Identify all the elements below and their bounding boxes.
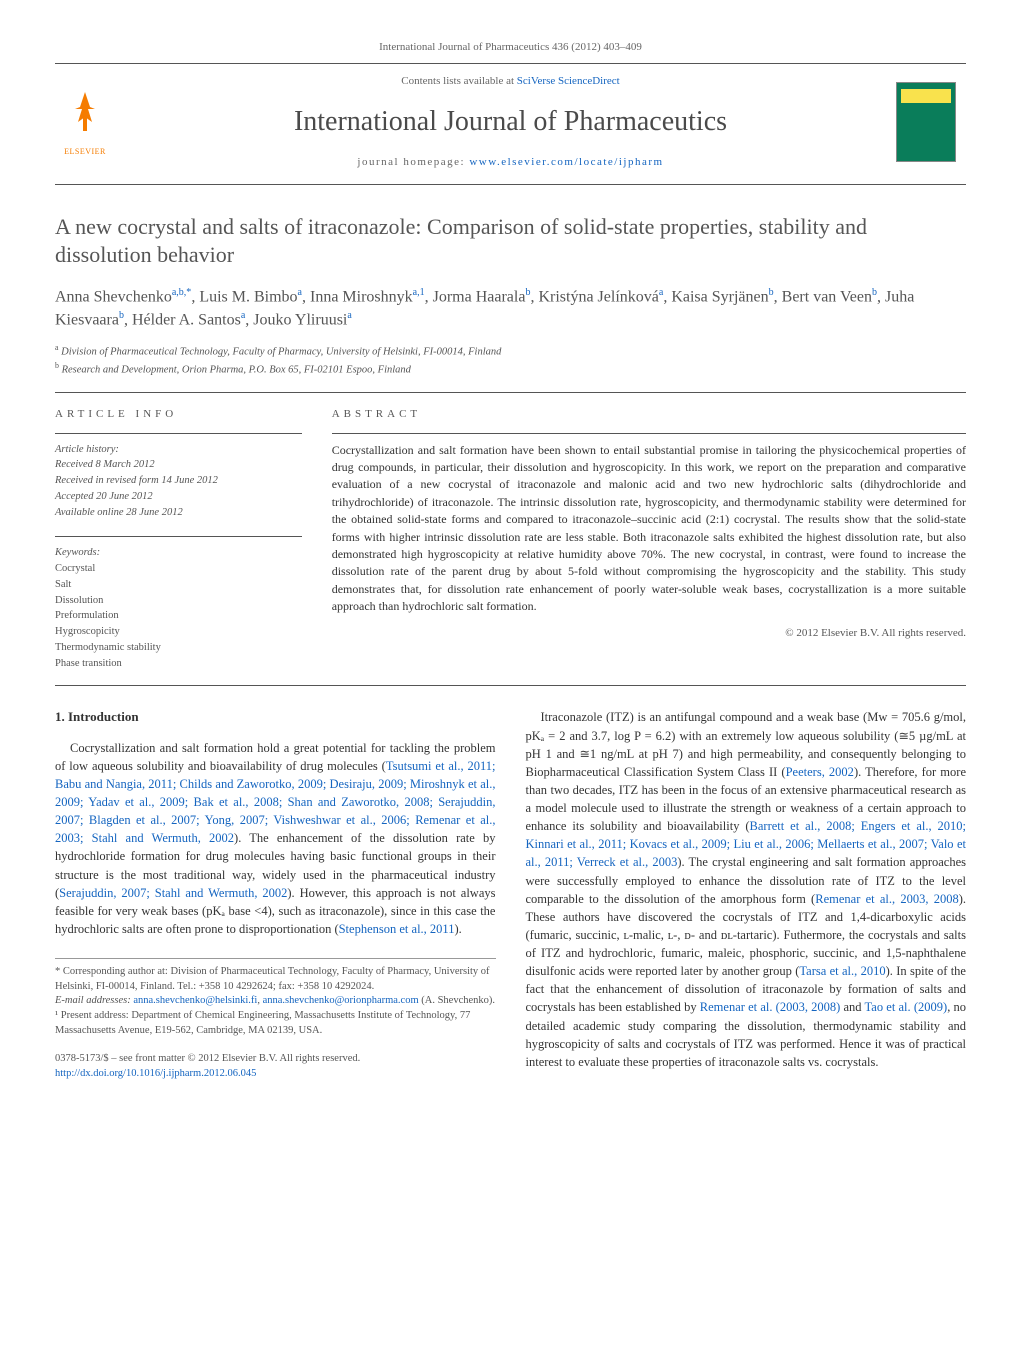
citation-link[interactable]: Stephenson et al., 2011 [339, 922, 455, 936]
history-accepted: Accepted 20 June 2012 [55, 489, 302, 505]
article-title: A new cocrystal and salts of itraconazol… [55, 213, 966, 268]
keyword: Dissolution [55, 593, 302, 609]
left-column: 1. Introduction Cocrystallization and sa… [55, 708, 496, 1081]
para-text: and [840, 1000, 864, 1014]
keywords-header: Keywords: [55, 545, 302, 561]
abstract-column: ABSTRACT Cocrystallization and salt form… [332, 407, 966, 671]
affiliation-a: a Division of Pharmaceutical Technology,… [55, 342, 966, 360]
section-heading-introduction: 1. Introduction [55, 708, 496, 726]
citation-link[interactable]: Remenar et al., 2003, 2008 [815, 892, 958, 906]
doi-link[interactable]: http://dx.doi.org/10.1016/j.ijpharm.2012… [55, 1068, 256, 1079]
info-abstract-row: ARTICLE INFO Article history: Received 8… [55, 407, 966, 671]
divider [55, 685, 966, 686]
journal-cover-thumbnail [896, 82, 956, 162]
email-line: E-mail addresses: anna.shevchenko@helsin… [55, 994, 496, 1009]
affiliation-b: b Research and Development, Orion Pharma… [55, 360, 966, 378]
journal-homepage-link[interactable]: www.elsevier.com/locate/ijpharm [469, 156, 663, 168]
sciencedirect-link[interactable]: SciVerse ScienceDirect [517, 75, 620, 87]
front-matter-line: 0378-5173/$ – see front matter © 2012 El… [55, 1052, 496, 1067]
keywords-block: Keywords: Cocrystal Salt Dissolution Pre… [55, 545, 302, 671]
contents-lists-line: Contents lists available at SciVerse Sci… [125, 74, 896, 89]
history-online: Available online 28 June 2012 [55, 505, 302, 521]
intro-paragraph-2: Itraconazole (ITZ) is an antifungal comp… [526, 708, 967, 1071]
journal-banner: ELSEVIER Contents lists available at Sci… [55, 64, 966, 185]
body-columns: 1. Introduction Cocrystallization and sa… [55, 708, 966, 1081]
history-header: Article history: [55, 442, 302, 458]
right-column: Itraconazole (ITZ) is an antifungal comp… [526, 708, 967, 1081]
email-tail: (A. Shevchenko). [419, 995, 495, 1006]
keyword: Thermodynamic stability [55, 640, 302, 656]
elsevier-tree-icon [60, 87, 110, 144]
keyword: Salt [55, 577, 302, 593]
abstract-copyright: © 2012 Elsevier B.V. All rights reserved… [332, 626, 966, 641]
contents-prefix: Contents lists available at [401, 75, 516, 87]
divider [55, 536, 302, 537]
keyword: Phase transition [55, 656, 302, 672]
elsevier-logo: ELSEVIER [55, 87, 115, 157]
divider [55, 392, 966, 393]
elsevier-brand-text: ELSEVIER [64, 146, 106, 157]
article-info-label: ARTICLE INFO [55, 407, 302, 422]
homepage-line: journal homepage: www.elsevier.com/locat… [125, 155, 896, 170]
keyword: Hygroscopicity [55, 624, 302, 640]
history-revised: Received in revised form 14 June 2012 [55, 473, 302, 489]
affiliations: a Division of Pharmaceutical Technology,… [55, 342, 966, 379]
banner-center: Contents lists available at SciVerse Sci… [125, 74, 896, 170]
article-info-column: ARTICLE INFO Article history: Received 8… [55, 407, 302, 671]
publisher-logo-block: ELSEVIER [55, 87, 125, 157]
footnotes: * Corresponding author at: Division of P… [55, 958, 496, 1038]
history-received: Received 8 March 2012 [55, 457, 302, 473]
page: International Journal of Pharmaceutics 4… [0, 0, 1021, 1122]
citation-link[interactable]: Remenar et al. (2003, 2008) [700, 1000, 841, 1014]
citation-link[interactable]: Serajuddin, 2007; Stahl and Wermuth, 200… [59, 886, 287, 900]
abstract-text: Cocrystallization and salt formation hav… [332, 442, 966, 616]
intro-paragraph-1: Cocrystallization and salt formation hol… [55, 739, 496, 938]
abstract-label: ABSTRACT [332, 407, 966, 422]
citation-link[interactable]: Tao et al. (2009) [865, 1000, 948, 1014]
email-label: E-mail addresses: [55, 995, 133, 1006]
affiliation-a-text: Division of Pharmaceutical Technology, F… [61, 346, 501, 357]
keyword: Cocrystal [55, 561, 302, 577]
article-history: Article history: Received 8 March 2012 R… [55, 442, 302, 521]
doi-block: 0378-5173/$ – see front matter © 2012 El… [55, 1052, 496, 1081]
divider [332, 433, 966, 434]
affiliation-b-text: Research and Development, Orion Pharma, … [62, 365, 411, 376]
para-text: ). [454, 922, 461, 936]
present-address-note: ¹ Present address: Department of Chemica… [55, 1009, 496, 1038]
journal-issue-header: International Journal of Pharmaceutics 4… [55, 40, 966, 64]
cover-thumb-block [896, 82, 966, 162]
keyword: Preformulation [55, 608, 302, 624]
citation-link[interactable]: Peeters, 2002 [786, 765, 854, 779]
email-link[interactable]: anna.shevchenko@orionpharma.com [263, 995, 419, 1006]
corresponding-author-note: * Corresponding author at: Division of P… [55, 965, 496, 994]
journal-name: International Journal of Pharmaceutics [125, 102, 896, 141]
citation-link[interactable]: Tarsa et al., 2010 [799, 964, 885, 978]
author-list: Anna Shevchenkoa,b,*, Luis M. Bimboa, In… [55, 286, 966, 331]
homepage-prefix: journal homepage: [357, 156, 469, 168]
email-link[interactable]: anna.shevchenko@helsinki.fi [133, 995, 257, 1006]
divider [55, 433, 302, 434]
